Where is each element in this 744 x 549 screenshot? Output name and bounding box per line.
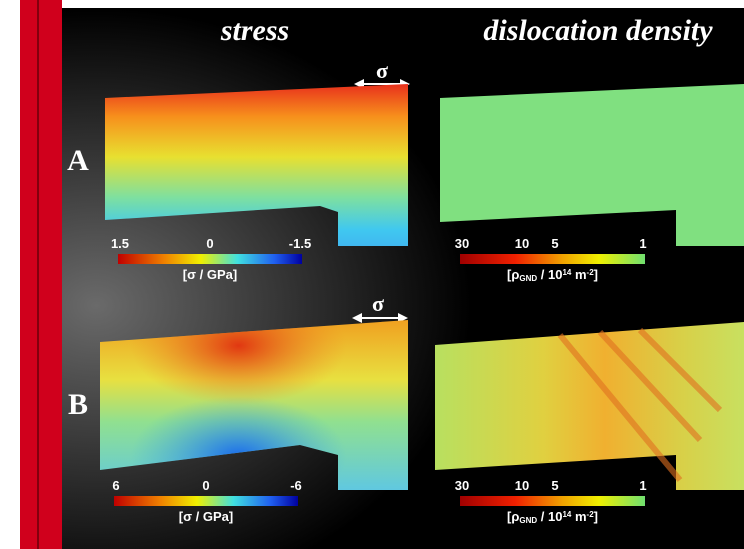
row-label: B <box>68 388 88 421</box>
colorbar-tick-label: 30 <box>455 236 469 251</box>
label-part: GND <box>519 516 537 525</box>
colorbar-tick-label: 1.5 <box>111 236 129 251</box>
colorbar-tick-label: -6 <box>290 478 302 493</box>
sigma: σ <box>376 58 388 83</box>
label-part: m <box>571 267 586 282</box>
colorbar-tick-label: 1 <box>639 478 646 493</box>
colorbar-tick-label: 1 <box>639 236 646 251</box>
colorbar-tick-label: 10 <box>515 236 529 251</box>
colorbar-label: [σ / GPa] <box>183 267 237 282</box>
label-part: GND <box>519 274 537 283</box>
sigma: σ <box>372 291 384 316</box>
label-part: m <box>571 509 586 524</box>
label-part: / 10 <box>537 509 562 524</box>
label-part: / 10 <box>537 267 562 282</box>
label-part: ] <box>594 509 598 524</box>
figure: stress dislocation density A σ B σ 1.5 0 -… <box>0 0 744 549</box>
colorbar-tick-label: 5 <box>551 478 558 493</box>
colorbar-tick-label: 10 <box>515 478 529 493</box>
colorbar-tick-label: 30 <box>455 478 469 493</box>
label-part: ] <box>594 267 598 282</box>
header-right: dislocation density <box>483 14 713 47</box>
density-colorbar <box>460 496 645 506</box>
colorbar-label: [σ / GPa] <box>179 509 233 524</box>
label-part: [ρ <box>507 509 519 524</box>
colorbar-tick-label: 6 <box>112 478 119 493</box>
colorbar-tick-label: -1.5 <box>289 236 311 251</box>
density-colorbar <box>460 254 645 264</box>
stress-colorbar <box>118 254 302 264</box>
header-left: stress <box>220 14 289 47</box>
side-bar <box>20 0 62 549</box>
stress-colorbar <box>114 496 298 506</box>
colorbar-tick-label: 5 <box>551 236 558 251</box>
colorbar-tick-label: 0 <box>202 478 209 493</box>
row-label: A <box>67 144 89 177</box>
label-part: [ρ <box>507 267 519 282</box>
colorbar-tick-label: 0 <box>206 236 213 251</box>
